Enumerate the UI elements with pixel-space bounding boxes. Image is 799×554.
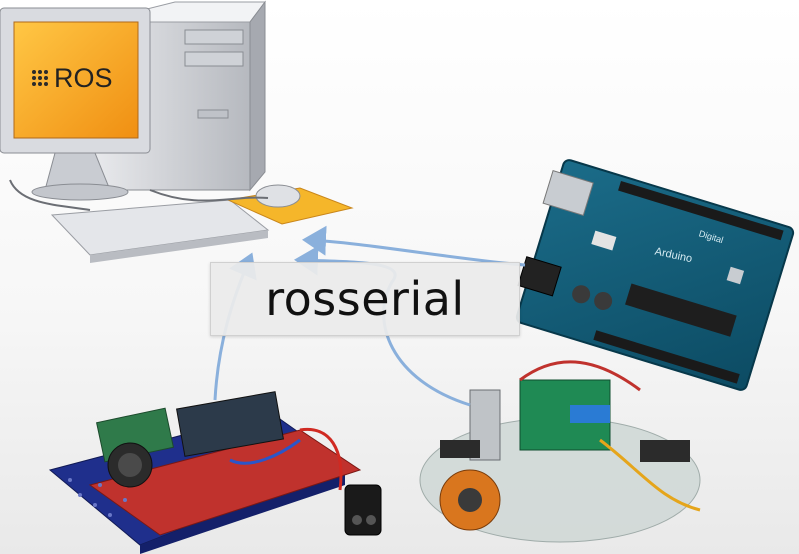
ros-logo: ROS bbox=[32, 60, 132, 96]
pc-keyboard bbox=[50, 199, 270, 263]
ros-dots-icon bbox=[32, 70, 48, 86]
sensor-board-device bbox=[48, 391, 382, 554]
ros-logo-text: ROS bbox=[54, 62, 113, 93]
computer-illustration bbox=[0, 0, 354, 263]
rosserial-label: rosserial bbox=[265, 272, 465, 326]
pc-cable bbox=[149, 189, 269, 202]
pc-monitor bbox=[0, 7, 151, 201]
mobile-robot bbox=[419, 360, 701, 543]
arduino-board: Arduino Digital bbox=[515, 159, 795, 391]
rosserial-label-box: rosserial bbox=[210, 262, 520, 336]
pc-cable bbox=[9, 179, 91, 211]
